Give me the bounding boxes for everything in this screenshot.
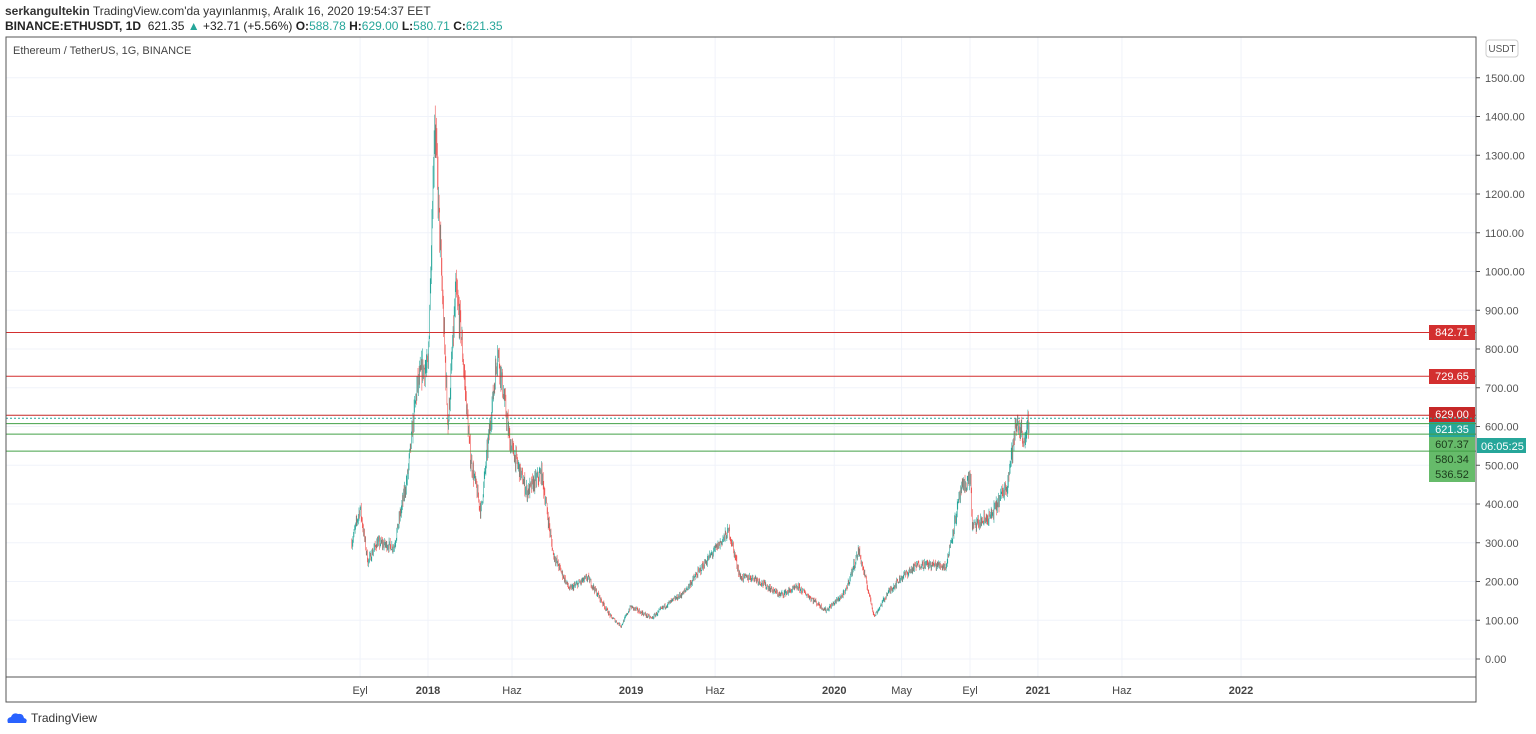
y-tick-label: 100.00 bbox=[1485, 615, 1519, 627]
x-tick-label: Haz bbox=[1112, 685, 1132, 697]
x-tick-label: 2020 bbox=[822, 685, 846, 697]
c-label: C: bbox=[453, 19, 466, 33]
y-tick-label: 400.00 bbox=[1485, 499, 1519, 511]
y-tick-label: 1000.00 bbox=[1485, 267, 1525, 279]
level-price-text: 607.37 bbox=[1435, 439, 1469, 451]
level-price-label bbox=[1429, 467, 1475, 482]
level-price-text: 536.52 bbox=[1435, 469, 1469, 481]
level-price-label bbox=[1429, 452, 1475, 467]
open: 588.78 bbox=[309, 19, 346, 33]
publish-date: TradingView.com'da yayınlanmış, Aralık 1… bbox=[92, 4, 431, 18]
y-tick-label: 300.00 bbox=[1485, 538, 1519, 550]
y-tick-label: 1500.00 bbox=[1485, 73, 1525, 85]
level-price-text: 629.00 bbox=[1435, 409, 1469, 421]
level-price-text: 729.65 bbox=[1435, 371, 1469, 383]
y-tick-label: 0.00 bbox=[1485, 654, 1506, 666]
y-tick-label: 700.00 bbox=[1485, 383, 1519, 395]
countdown-label bbox=[1477, 438, 1526, 453]
change: +32.71 (+5.56%) bbox=[202, 19, 293, 33]
x-tick-label: Haz bbox=[502, 685, 522, 697]
tradingview-cloud-icon bbox=[7, 713, 27, 723]
level-price-text: 580.34 bbox=[1435, 454, 1469, 466]
currency-badge[interactable] bbox=[1485, 39, 1519, 58]
x-tick-label: 2022 bbox=[1229, 685, 1253, 697]
level-price-label bbox=[1429, 369, 1475, 384]
low: 580.71 bbox=[413, 19, 450, 33]
level-price-text: 842.71 bbox=[1435, 327, 1469, 339]
x-tick-label: Eyl bbox=[352, 685, 367, 697]
y-tick-label: 200.00 bbox=[1485, 577, 1519, 589]
x-tick-label: Haz bbox=[705, 685, 725, 697]
chart-legend: Ethereum / TetherUS, 1G, BINANCE bbox=[13, 45, 191, 57]
ohlc-header: BINANCE:ETHUSDT, 1D 621.35 ▲ +32.71 (+5.… bbox=[5, 19, 503, 33]
x-tick-label: May bbox=[891, 685, 912, 697]
currency-label: USDT bbox=[1488, 44, 1515, 55]
level-price-label bbox=[1429, 325, 1475, 340]
h-label: H: bbox=[349, 19, 362, 33]
y-tick-label: 1300.00 bbox=[1485, 150, 1525, 162]
level-price-label bbox=[1429, 422, 1475, 437]
chart-frame bbox=[5, 36, 1477, 703]
up-arrow-icon: ▲ bbox=[187, 19, 200, 33]
y-tick-label: 600.00 bbox=[1485, 422, 1519, 434]
countdown-text: 06:05:25 bbox=[1481, 441, 1524, 453]
x-tick-label: 2021 bbox=[1026, 685, 1050, 697]
level-price-text: 621.35 bbox=[1435, 424, 1469, 436]
x-tick-label: 2018 bbox=[416, 685, 440, 697]
symbol: BINANCE:ETHUSDT, 1D bbox=[5, 19, 142, 33]
level-price-label bbox=[1429, 437, 1475, 452]
y-tick-label: 1200.00 bbox=[1485, 189, 1525, 201]
high: 629.00 bbox=[361, 19, 399, 33]
brand-name: TradingView bbox=[31, 711, 98, 725]
y-tick-label: 1100.00 bbox=[1485, 228, 1524, 240]
y-tick-label: 500.00 bbox=[1485, 460, 1519, 472]
y-tick-label: 1400.00 bbox=[1485, 112, 1525, 124]
y-tick-label: 800.00 bbox=[1485, 344, 1519, 356]
close: 621.35 bbox=[465, 19, 503, 33]
tradingview-logo[interactable]: TradingView bbox=[6, 711, 97, 725]
y-tick-label: 900.00 bbox=[1485, 305, 1519, 317]
l-label: L: bbox=[401, 19, 414, 33]
author[interactable]: serkangultekin bbox=[5, 4, 90, 18]
o-label: O: bbox=[295, 19, 310, 33]
x-tick-label: 2019 bbox=[619, 685, 643, 697]
publish-info: serkangultekin TradingView.com'da yayınl… bbox=[5, 4, 431, 18]
x-tick-label: Eyl bbox=[962, 685, 977, 697]
last-price: 621.35 bbox=[147, 19, 185, 33]
